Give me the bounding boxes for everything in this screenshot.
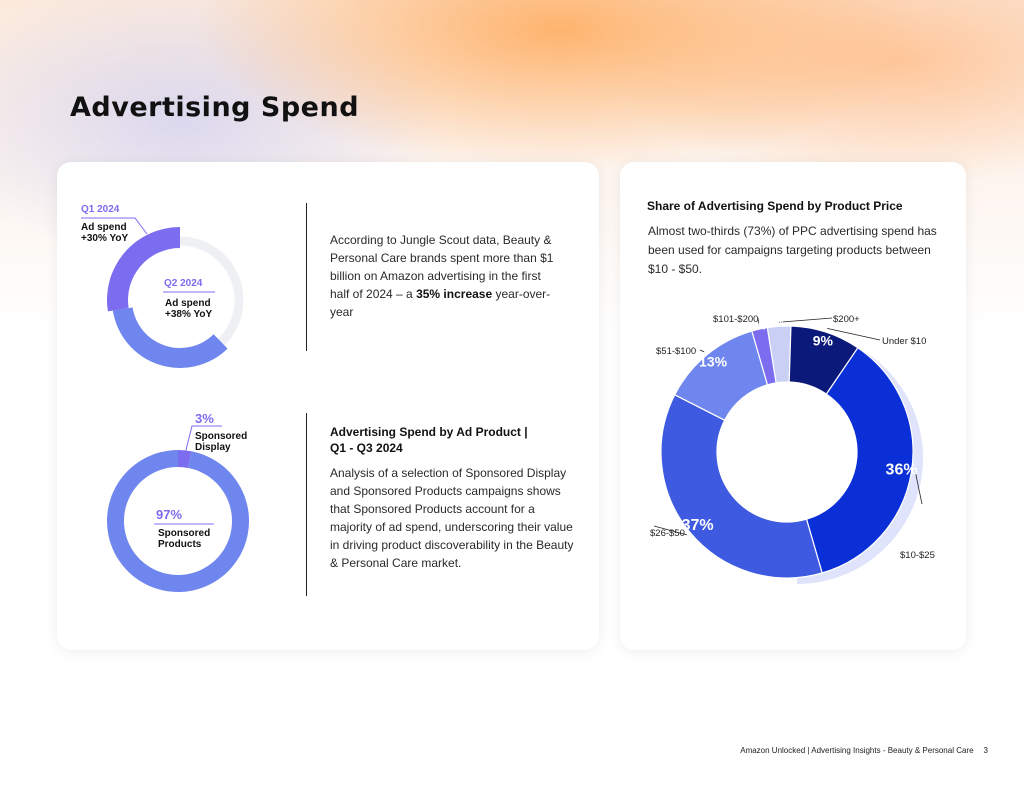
price-chart-labels: 3% $200+ 9% Under $10 36% $10-$25 37%$26-$50 13…: [650, 314, 935, 561]
divider-bottom: [306, 413, 307, 596]
category-label-$26-$50: $26-$50: [650, 528, 685, 539]
category-label-$10-$25: $10-$25: [900, 550, 935, 561]
sponsored-display-arc: [178, 450, 192, 468]
ad-product-title-2: Q1 - Q3 2024: [330, 441, 403, 455]
leader-$51-$100: [699, 349, 705, 353]
footer-text: Amazon Unlocked | Advertising Insights -…: [740, 746, 974, 755]
sponsored-display-pct: 3%: [195, 411, 214, 426]
footer: Amazon Unlocked | Advertising Insights -…: [740, 746, 988, 755]
sponsored-display-label-2: Display: [195, 442, 231, 453]
sponsored-display-label-1: Sponsored: [195, 431, 248, 442]
q1-callout-line: [81, 217, 148, 235]
pct-label-$26-$50: 37%: [682, 517, 714, 534]
leader-$10-$25: [915, 472, 923, 505]
sponsored-products-pct: 97%: [156, 507, 183, 522]
price-share-title: Share of Advertising Spend by Product Pr…: [647, 199, 903, 213]
price-chart-shadow-ring: [797, 343, 924, 584]
pct-label-$101-$200: 2%: [753, 321, 766, 331]
divider-top: [306, 203, 307, 351]
q2-label: Q2 2024: [164, 278, 203, 289]
slice-$10-$25: [805, 346, 914, 574]
slice-$101-$200: [751, 326, 777, 386]
q2-ad-spend-text: Ad spend: [165, 298, 211, 309]
yoy-paragraph-highlight: 35% increase: [416, 287, 493, 301]
yoy-donut-chart: [107, 227, 244, 368]
display-callout-line: [183, 425, 222, 459]
q2-yoy-text: +38% YoY: [165, 309, 213, 320]
price-chart-leader-lines: [653, 317, 923, 536]
category-label-$101-$200: $101-$200: [713, 314, 758, 325]
ad-product-donut-chart: [107, 450, 250, 592]
leader-$200+: [778, 317, 833, 323]
shadow-ring-arc: [797, 343, 924, 584]
category-label-$51-$100: $51-$100: [656, 346, 696, 357]
price-chart-slices: [660, 325, 914, 579]
sponsored-products-label-2: Products: [158, 539, 202, 550]
yoy-q1-arc: [107, 227, 180, 312]
category-label-Under $10: Under $10: [882, 336, 926, 347]
ad-product-callouts: [154, 425, 222, 525]
yoy-callouts: [81, 217, 215, 293]
sponsored-products-label-1: Sponsored: [158, 528, 211, 539]
pct-label-$200+: 3%: [772, 319, 785, 329]
page-number: 3: [983, 746, 988, 755]
category-label-$200+: $200+: [833, 314, 860, 325]
pct-label-Under $10: 9%: [813, 332, 834, 348]
q1-yoy-text: +30% YoY: [81, 233, 129, 244]
leader-$101-$200: [757, 317, 760, 326]
q1-label: Q1 2024: [81, 204, 120, 215]
ad-product-title-1: Advertising Spend by Ad Product |: [330, 425, 528, 439]
q1-ad-spend-text: Ad spend: [81, 222, 127, 233]
leader-$26-$50: [653, 525, 687, 536]
yoy-paragraph-text: According to Jungle Scout data, Beauty &…: [330, 233, 554, 301]
ad-product-paragraph: Analysis of a selection of Sponsored Dis…: [330, 466, 574, 570]
yoy-paragraph: According to Jungle Scout data, Beauty &…: [330, 231, 560, 321]
price-share-description: Almost two-thirds (73%) of PPC advertisi…: [648, 224, 937, 276]
slice-$26-$50: [660, 393, 823, 579]
pct-label-$51-$100: 13%: [699, 353, 728, 369]
page-title: Advertising Spend: [70, 92, 360, 123]
pct-label-$10-$25: 36%: [886, 461, 918, 478]
yoy-paragraph-end: year-over-year: [330, 287, 551, 319]
price-share-donut-chart: 3% $200+ 9% Under $10 36% $10-$25 37%$26-$50 13…: [650, 314, 935, 584]
leader-Under $10: [827, 327, 881, 341]
yoy-q2-arc: [112, 307, 228, 368]
